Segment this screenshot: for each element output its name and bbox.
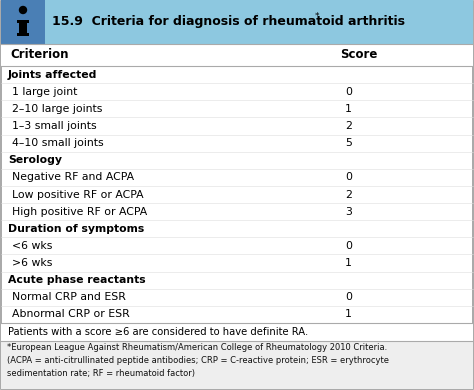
Text: 1: 1: [345, 309, 352, 319]
Text: Negative RF and ACPA: Negative RF and ACPA: [12, 172, 134, 183]
Bar: [17, 33, 29, 36]
Text: Serology: Serology: [8, 155, 62, 165]
Text: 1: 1: [345, 258, 352, 268]
Text: 5: 5: [345, 138, 352, 148]
Text: 2: 2: [345, 121, 352, 131]
Text: High positive RF or ACPA: High positive RF or ACPA: [12, 207, 147, 216]
Text: 2: 2: [345, 190, 352, 200]
Text: 0: 0: [345, 292, 352, 302]
Text: <6 wks: <6 wks: [12, 241, 52, 251]
Text: 1 large joint: 1 large joint: [12, 87, 77, 97]
Text: >6 wks: >6 wks: [12, 258, 52, 268]
Bar: [1, 44, 473, 66]
Text: 4–10 small joints: 4–10 small joints: [12, 138, 104, 148]
Text: *European League Against Rheumatism/American College of Rheumatology 2010 Criter: *European League Against Rheumatism/Amer…: [7, 343, 387, 352]
Text: sedimentation rate; RF = rheumatoid factor): sedimentation rate; RF = rheumatoid fact…: [7, 369, 195, 378]
Text: 2–10 large joints: 2–10 large joints: [12, 104, 102, 114]
Text: Normal CRP and ESR: Normal CRP and ESR: [12, 292, 126, 302]
Text: Patients with a score ≥6 are considered to have definite RA.: Patients with a score ≥6 are considered …: [8, 327, 308, 337]
Text: 3: 3: [345, 207, 352, 216]
Bar: [1, 323, 473, 341]
Bar: [1, 0, 45, 44]
Text: 0: 0: [345, 241, 352, 251]
Bar: [19, 20, 27, 36]
Circle shape: [19, 7, 27, 14]
Bar: [1, 341, 473, 389]
Text: 0: 0: [345, 87, 352, 97]
Text: Abnormal CRP or ESR: Abnormal CRP or ESR: [12, 309, 130, 319]
Text: Duration of symptoms: Duration of symptoms: [8, 224, 144, 234]
Text: *: *: [315, 12, 319, 21]
Bar: [17, 20, 29, 23]
Text: Score: Score: [340, 48, 377, 62]
Text: Criterion: Criterion: [10, 48, 69, 62]
Text: 1: 1: [345, 104, 352, 114]
Text: 1–3 small joints: 1–3 small joints: [12, 121, 97, 131]
Text: Low positive RF or ACPA: Low positive RF or ACPA: [12, 190, 144, 200]
Bar: [1, 0, 473, 44]
Text: Acute phase reactants: Acute phase reactants: [8, 275, 146, 285]
Text: Joints affected: Joints affected: [8, 69, 97, 80]
Text: (ACPA = anti-citrullinated peptide antibodies; CRP = C-reactive protein; ESR = e: (ACPA = anti-citrullinated peptide antib…: [7, 356, 389, 365]
Text: 15.9  Criteria for diagnosis of rheumatoid arthritis: 15.9 Criteria for diagnosis of rheumatoi…: [52, 16, 405, 28]
Text: 0: 0: [345, 172, 352, 183]
